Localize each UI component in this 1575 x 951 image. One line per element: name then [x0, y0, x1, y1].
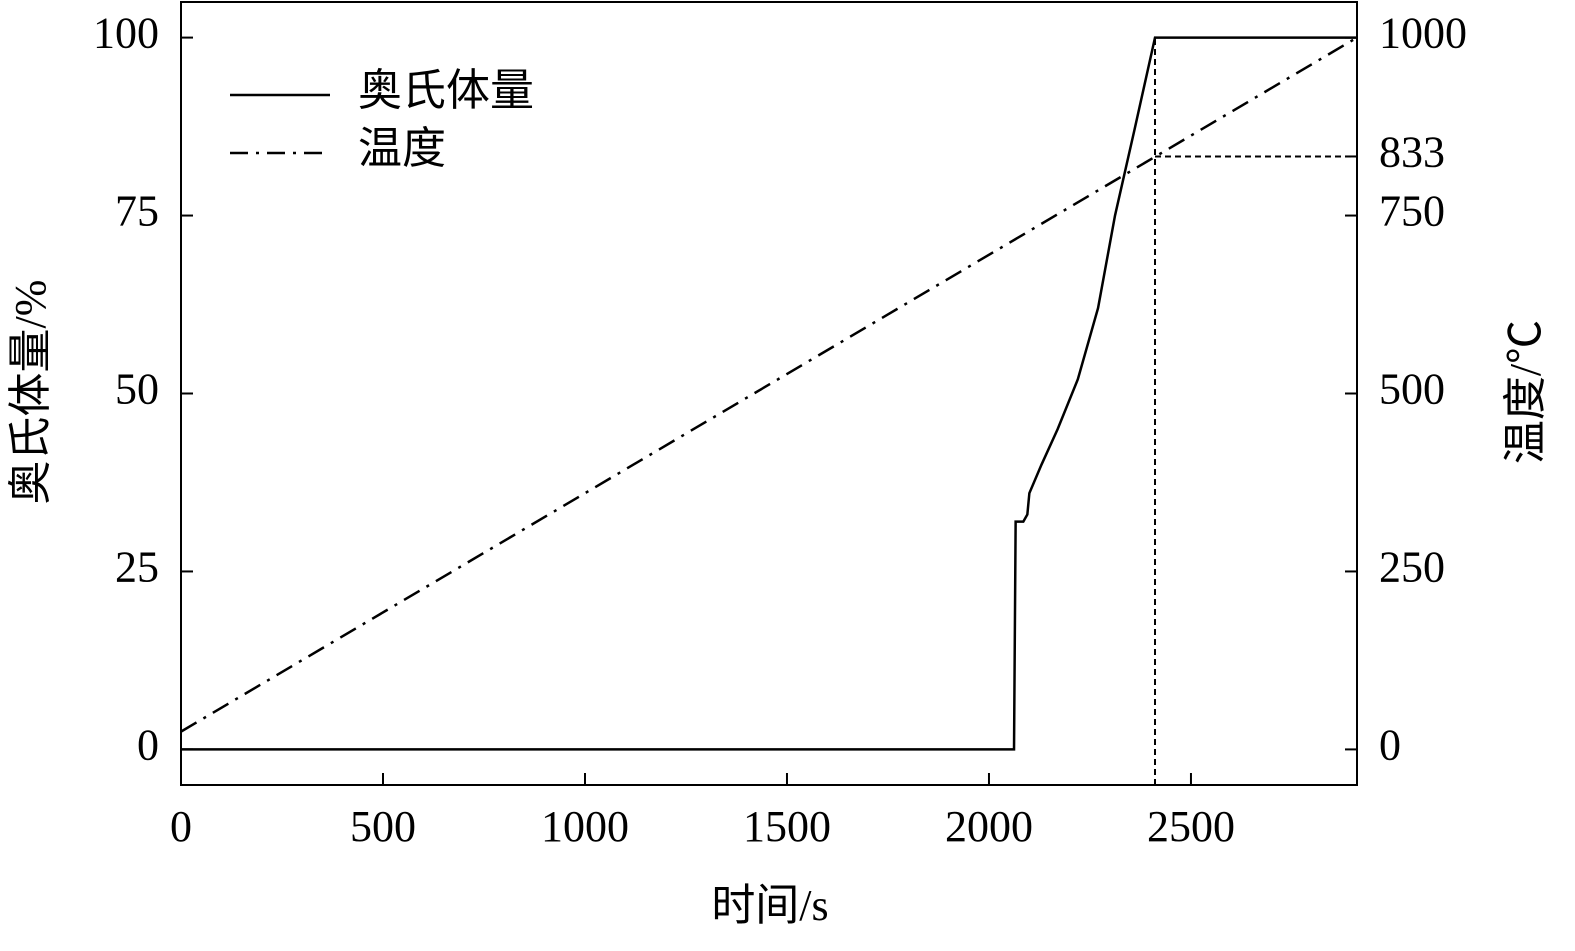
y2-axis-title: 温度/℃ — [1501, 320, 1550, 464]
x-tick-label: 500 — [350, 802, 416, 851]
y-tick-label: 25 — [115, 543, 159, 592]
x-tick-label: 2500 — [1147, 802, 1235, 851]
y2-tick-label: 1000 — [1379, 9, 1467, 58]
plot-frame — [180, 1, 1358, 786]
x-tick-label: 2000 — [945, 802, 1033, 851]
x-tick-label: 1500 — [743, 802, 831, 851]
y-axis-title: 奥氏体量/% — [6, 280, 55, 505]
y-tick-label: 50 — [115, 365, 159, 414]
y2-tick-label: 833 — [1379, 128, 1445, 177]
y2-tick-label: 250 — [1379, 543, 1445, 592]
y2-tick-label: 750 — [1379, 187, 1445, 236]
x-axis-title: 时间/s — [711, 881, 828, 930]
x-tick-label: 0 — [170, 802, 192, 851]
x-tick-label: 1000 — [541, 802, 629, 851]
y-tick-label: 100 — [93, 9, 159, 58]
y2-tick-label: 0 — [1379, 721, 1401, 770]
y2-tick-label: 500 — [1379, 365, 1445, 414]
series-line — [180, 36, 1358, 733]
y-tick-label: 0 — [137, 721, 159, 770]
series-line — [181, 36, 1357, 751]
y-tick-label: 75 — [115, 187, 159, 236]
legend-label: 温度 — [358, 124, 446, 173]
legend-label: 奥氏体量 — [358, 66, 534, 115]
